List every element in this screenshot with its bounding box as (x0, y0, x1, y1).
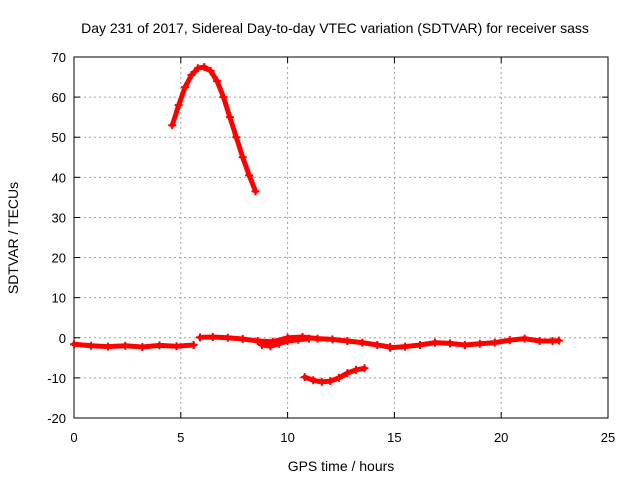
data-point (416, 340, 425, 349)
data-point (351, 365, 360, 374)
y-tick-label: 70 (52, 50, 66, 65)
data-point (104, 342, 113, 351)
data-point (251, 187, 260, 196)
y-axis-title: SDTVAR / TECUs (5, 182, 21, 294)
series-line-arc-1 (169, 64, 259, 194)
x-tick-label: 25 (601, 430, 615, 445)
data-point (168, 121, 177, 130)
data-point (401, 342, 410, 351)
x-tick-label: 15 (387, 430, 401, 445)
series-line-arc-5 (387, 336, 562, 351)
data-point (358, 338, 367, 347)
data-point (206, 67, 215, 76)
data-point (505, 336, 514, 345)
x-tick-label: 10 (280, 430, 294, 445)
y-tick-label: -20 (47, 411, 66, 426)
data-point (343, 369, 352, 378)
data-point (490, 338, 499, 347)
plot-frame (73, 56, 609, 419)
data-point (535, 336, 544, 345)
data-point (343, 336, 352, 345)
y-tick-label: -10 (47, 371, 66, 386)
data-point (275, 339, 284, 348)
data-point (460, 340, 469, 349)
data-point (326, 377, 335, 386)
data-point (189, 340, 198, 349)
data-point (196, 333, 205, 342)
data-point (87, 341, 96, 350)
data-point (309, 376, 318, 385)
data-point (253, 336, 262, 345)
data-point (200, 63, 209, 72)
data-point (520, 334, 529, 343)
data-point (121, 341, 130, 350)
y-tick-label: 10 (52, 291, 66, 306)
data-point (181, 83, 190, 92)
data-point (317, 377, 326, 386)
data-point (475, 339, 484, 348)
data-point (300, 373, 309, 382)
data-point (223, 333, 232, 342)
data-point (155, 341, 164, 350)
data-point (554, 336, 563, 345)
data-point (208, 332, 217, 341)
data-point (187, 71, 196, 80)
x-tick-label: 20 (494, 430, 508, 445)
data-point (313, 334, 322, 343)
data-point (172, 342, 181, 351)
data-point (257, 340, 266, 349)
y-tick-label: 50 (52, 130, 66, 145)
data-point (238, 153, 247, 162)
x-tick-label: 5 (177, 430, 184, 445)
data-point (266, 342, 275, 351)
data-point (334, 373, 343, 382)
data-point (193, 64, 202, 73)
x-tick-label: 0 (70, 430, 77, 445)
data-point (360, 364, 369, 373)
data-point (328, 335, 337, 344)
chart-title: Day 231 of 2017, Sidereal Day-to-day VTE… (81, 20, 589, 36)
data-point (213, 77, 222, 86)
y-tick-label: 40 (52, 170, 66, 185)
data-point (70, 340, 78, 349)
data-point (304, 334, 313, 343)
data-point (232, 133, 241, 142)
data-point (373, 340, 382, 349)
data-point (219, 93, 228, 102)
data-point (430, 338, 439, 347)
axis-ticks: 0 5 10 15 20 25 -20 -10 0 10 20 30 40 50 60 70 (47, 50, 615, 445)
data-point (225, 113, 234, 122)
data-point (238, 334, 247, 343)
data-point (386, 343, 395, 352)
data-point (294, 335, 303, 344)
data-point (445, 339, 454, 348)
data-point (174, 101, 183, 110)
y-tick-label: 20 (52, 251, 66, 266)
y-tick-label: 0 (59, 331, 66, 346)
y-tick-label: 60 (52, 90, 66, 105)
grid-lines (74, 57, 608, 418)
data-point (245, 171, 254, 180)
x-axis-title: GPS time / hours (288, 458, 395, 474)
data-point (138, 343, 147, 352)
y-tick-label: 30 (52, 210, 66, 225)
data-series (70, 63, 563, 386)
data-point (283, 336, 292, 345)
